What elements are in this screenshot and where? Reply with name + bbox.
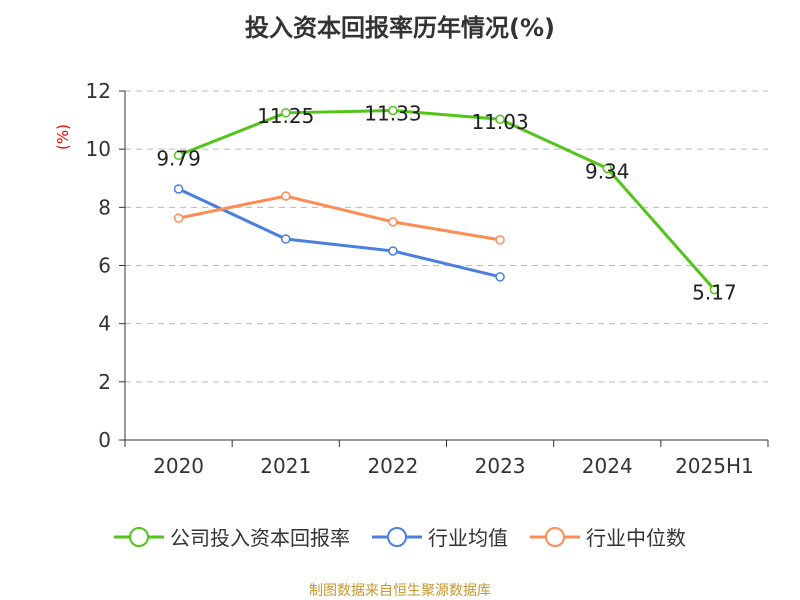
legend-label: 公司投入资本回报率 xyxy=(170,526,350,550)
series-line xyxy=(177,187,501,279)
y-tick-label: 0 xyxy=(98,428,111,452)
legend-item[interactable]: 行业均值 xyxy=(372,522,508,551)
legend-marker-icon xyxy=(372,526,422,547)
legend-marker-icon xyxy=(114,526,164,547)
x-tick-label: 2025H1 xyxy=(675,454,754,478)
series-line xyxy=(178,108,716,291)
source-note: 制图数据来自恒生聚源数据库 xyxy=(309,583,491,599)
data-point xyxy=(388,217,398,227)
data-point xyxy=(281,108,291,118)
data-point xyxy=(602,163,612,174)
data-point xyxy=(281,234,291,244)
x-tick-label: 2020 xyxy=(153,454,204,478)
y-tick-label: 4 xyxy=(98,312,111,336)
data-point xyxy=(495,235,505,245)
x-tick-label: 2022 xyxy=(367,454,418,478)
y-tick-label: 10 xyxy=(86,137,111,161)
data-point xyxy=(388,105,398,116)
x-tick-label: 2024 xyxy=(582,454,633,478)
data-point xyxy=(281,191,291,201)
y-tick-label: 8 xyxy=(98,195,111,219)
legend-label: 行业均值 xyxy=(428,526,508,550)
x-tick-label: 2021 xyxy=(260,454,311,478)
y-tick-label: 2 xyxy=(98,370,111,394)
chart-title: 投入资本回报率历年情况(%) xyxy=(245,14,555,42)
data-point xyxy=(495,272,505,282)
legend-marker-icon xyxy=(530,526,580,547)
data-point xyxy=(173,150,184,161)
data-label: 11.03 xyxy=(471,110,528,134)
y-tick-label: 12 xyxy=(86,79,111,103)
legend-item[interactable]: 行业中位数 xyxy=(530,522,686,551)
data-label: 11.33 xyxy=(364,101,421,125)
legend: 公司投入资本回报率 行业均值 行业中位数 xyxy=(0,522,800,551)
y-tick-label: 6 xyxy=(98,254,111,278)
data-label: 9.79 xyxy=(156,146,201,170)
data-label: 11.25 xyxy=(257,104,314,128)
data-point xyxy=(709,284,720,295)
data-point xyxy=(173,184,184,194)
x-tick-label: 2023 xyxy=(475,454,526,478)
data-point xyxy=(495,114,505,124)
data-point xyxy=(173,213,184,223)
legend-label: 行业中位数 xyxy=(586,526,686,550)
legend-item[interactable]: 公司投入资本回报率 xyxy=(114,522,350,551)
data-label: 9.34 xyxy=(585,159,630,183)
data-point xyxy=(388,246,398,256)
series-line xyxy=(178,194,501,242)
data-label: 5.17 xyxy=(692,281,737,305)
